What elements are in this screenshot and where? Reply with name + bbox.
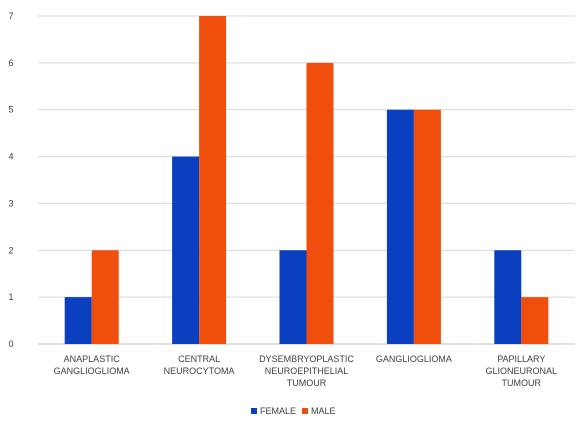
y-tick-label: 7 [8,11,13,21]
bar-female [64,297,92,344]
bar-female [172,156,200,344]
x-category-label: PAPILLARY GLIONEURONAL TUMOUR [486,354,558,388]
bar-female [386,109,414,344]
bar-male [199,16,227,344]
legend: FEMALE MALE [251,406,336,416]
bar-male [413,109,441,344]
bar-male [91,250,119,344]
bars [64,16,549,344]
y-tick-label: 0 [8,339,13,349]
x-category-label: DYSEMBRYOPLASTIC NEUROEPITHELIAL TUMOUR [259,354,354,388]
bar-male [306,62,334,344]
legend-swatch-male [302,408,308,414]
y-tick-label: 5 [8,105,13,115]
legend-label-female: FEMALE [260,406,296,416]
x-category-label: GANGLIOGLIOMA [376,354,452,364]
legend-swatch-female [251,408,257,414]
bar-female [279,250,307,344]
y-tick-label: 4 [8,152,13,162]
y-tick-label: 6 [8,58,13,68]
y-tick-label: 1 [8,292,13,302]
x-axis-category-labels: ANAPLASTIC GANGLIOGLIOMA CENTRAL NEUROCYTOM… [54,354,557,388]
legend-label-male: MALE [311,406,336,416]
y-tick-label: 3 [8,198,13,208]
bar-male [521,297,549,344]
x-category-label: CENTRAL NEUROCYTOMA [164,354,235,376]
x-category-label: ANAPLASTIC GANGLIOGLIOMA [54,354,130,376]
bar-female [494,250,522,344]
y-tick-label: 2 [8,245,13,255]
y-axis-tick-labels: 0 1 2 3 4 5 6 7 [8,11,13,349]
